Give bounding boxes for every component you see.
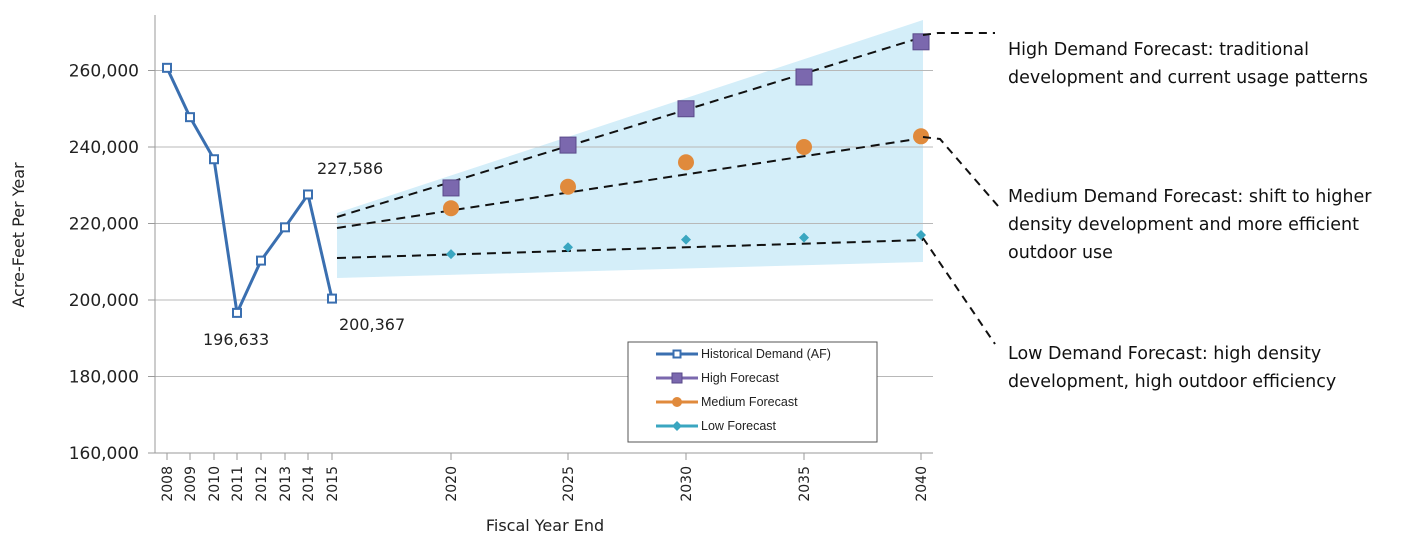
legend-swatch-marker	[671, 372, 683, 384]
y-tick-label: 260,000	[69, 62, 139, 82]
series-1	[442, 33, 930, 197]
y-axis-title: Acre-Feet Per Year	[9, 162, 28, 308]
legend-item: High Forecast	[656, 371, 779, 385]
legend-swatch-marker	[672, 421, 682, 431]
legend-item: Medium Forecast	[656, 395, 798, 409]
x-tick-label: 2030	[679, 466, 695, 502]
x-tick-label: 2020	[444, 466, 460, 502]
data-point	[232, 307, 242, 318]
data-point	[678, 154, 694, 171]
data-point	[446, 249, 456, 260]
x-tick-label: 2008	[160, 466, 176, 502]
annotation-low: Low Demand Forecast: high density develo…	[1008, 344, 1337, 392]
x-tick-label: 2012	[254, 466, 270, 502]
trend-line-high	[336, 36, 924, 218]
legend-label: Historical Demand (AF)	[701, 347, 831, 361]
forecast-range-band	[337, 20, 923, 278]
legend-label: High Forecast	[701, 371, 779, 385]
series-0	[162, 62, 337, 319]
data-point	[677, 100, 695, 118]
x-tick-label: 2025	[561, 466, 577, 502]
data-point	[209, 154, 219, 165]
data-point	[303, 189, 313, 200]
data-point	[559, 136, 577, 154]
data-point	[162, 62, 172, 73]
data-point	[560, 178, 576, 195]
x-tick-label: 2014	[301, 466, 317, 502]
data-point	[912, 33, 930, 51]
x-axis-title: Fiscal Year End	[486, 516, 604, 535]
data-point	[185, 112, 195, 123]
legend-item: Historical Demand (AF)	[656, 347, 831, 361]
data-point	[796, 139, 812, 155]
y-tick-label: 200,000	[69, 291, 139, 311]
annotation-leader-high	[922, 32, 995, 36]
x-tick-label: 2010	[207, 466, 223, 502]
legend: Historical Demand (AF) High Forecast Mediu…	[627, 341, 878, 443]
x-tick-label: 2015	[325, 466, 341, 502]
data-point	[799, 232, 809, 243]
data-label: 227,586	[317, 159, 383, 178]
annotation-leader-medium	[922, 136, 999, 207]
data-point	[913, 128, 929, 145]
x-tick-label: 2013	[278, 466, 294, 502]
y-tick-label: 220,000	[69, 215, 139, 235]
series-3	[446, 229, 926, 260]
data-point	[256, 255, 266, 266]
annotation-high: High Demand Forecast: traditional develo…	[1008, 40, 1368, 88]
data-point	[681, 234, 691, 245]
legend-item: Low Forecast	[656, 419, 777, 433]
data-point	[795, 68, 813, 86]
legend-label: Low Forecast	[701, 419, 777, 433]
data-point	[563, 242, 573, 253]
y-tick-label: 240,000	[69, 138, 139, 158]
y-tick-label: 180,000	[69, 368, 139, 388]
data-label: 200,367	[339, 315, 405, 334]
data-label: 196,633	[203, 330, 269, 349]
y-tick-label: 160,000	[69, 444, 139, 464]
data-point	[443, 200, 459, 217]
trend-line-low	[336, 239, 924, 259]
x-tick-label: 2040	[914, 466, 930, 502]
annotation-medium: Medium Demand Forecast: shift to higher …	[1008, 187, 1372, 263]
legend-label: Medium Forecast	[701, 395, 798, 409]
data-point	[916, 229, 926, 240]
x-tick-label: 2035	[797, 466, 813, 502]
historical-demand-line	[165, 67, 334, 319]
data-point	[327, 293, 337, 304]
data-point	[280, 222, 290, 233]
legend-swatch-marker	[672, 397, 682, 407]
data-point	[442, 179, 460, 197]
trend-line-medium	[336, 137, 924, 229]
legend-swatch-marker	[672, 349, 682, 359]
annotation-leader-low	[922, 237, 996, 345]
series-2	[443, 128, 929, 217]
x-tick-label: 2011	[230, 466, 246, 502]
x-tick-label: 2009	[183, 466, 199, 502]
